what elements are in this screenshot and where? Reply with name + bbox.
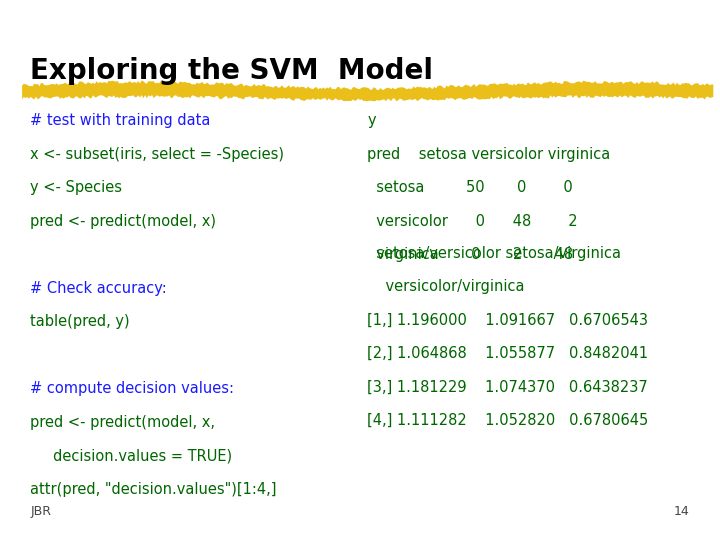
- Text: setosa/versicolor setosa/virginica: setosa/versicolor setosa/virginica: [367, 246, 621, 261]
- Text: # Check accuracy:: # Check accuracy:: [30, 281, 167, 296]
- Text: [4,] 1.111282    1.052820   0.6780645: [4,] 1.111282 1.052820 0.6780645: [367, 413, 649, 428]
- Text: y <- Species: y <- Species: [30, 180, 122, 195]
- Text: # compute decision values:: # compute decision values:: [30, 381, 234, 396]
- Text: # test with training data: # test with training data: [30, 113, 211, 129]
- Text: pred    setosa versicolor virginica: pred setosa versicolor virginica: [367, 147, 611, 162]
- Text: pred <- predict(model, x): pred <- predict(model, x): [30, 214, 216, 229]
- Text: virginica       0       2       48: virginica 0 2 48: [367, 247, 573, 262]
- Text: setosa         50       0        0: setosa 50 0 0: [367, 180, 573, 195]
- Text: pred <- predict(model, x,: pred <- predict(model, x,: [30, 415, 215, 430]
- Text: attr(pred, "decision.values")[1:4,]: attr(pred, "decision.values")[1:4,]: [30, 482, 276, 497]
- Text: versicolor/virginica: versicolor/virginica: [367, 279, 525, 294]
- Text: x <- subset(iris, select = -Species): x <- subset(iris, select = -Species): [30, 147, 284, 162]
- Text: [2,] 1.064868    1.055877   0.8482041: [2,] 1.064868 1.055877 0.8482041: [367, 346, 648, 361]
- Text: y: y: [367, 113, 376, 129]
- Text: Exploring the SVM  Model: Exploring the SVM Model: [30, 57, 433, 85]
- Text: versicolor      0      48        2: versicolor 0 48 2: [367, 214, 578, 229]
- Text: decision.values = TRUE): decision.values = TRUE): [30, 448, 233, 463]
- Text: [3,] 1.181229    1.074370   0.6438237: [3,] 1.181229 1.074370 0.6438237: [367, 380, 648, 395]
- Text: [1,] 1.196000    1.091667   0.6706543: [1,] 1.196000 1.091667 0.6706543: [367, 313, 648, 328]
- Text: table(pred, y): table(pred, y): [30, 314, 130, 329]
- Text: 14: 14: [674, 505, 690, 518]
- Text: JBR: JBR: [30, 505, 51, 518]
